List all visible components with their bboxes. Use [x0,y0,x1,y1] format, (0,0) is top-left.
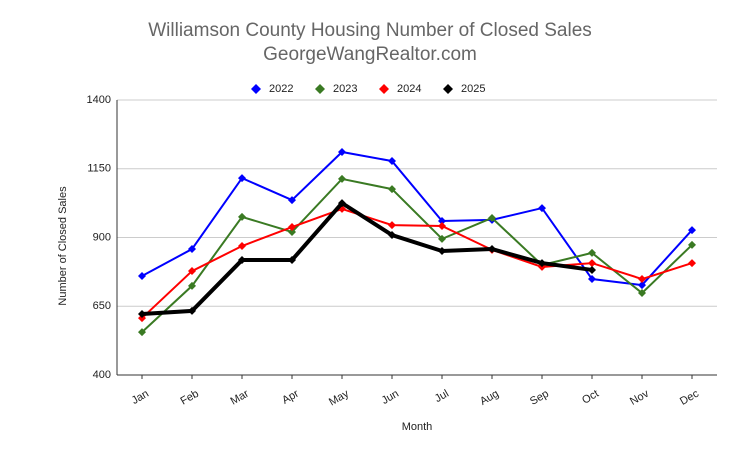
legend-marker [251,84,261,94]
point [388,185,396,194]
point [588,259,596,268]
series-line [141,207,693,319]
point [188,281,196,290]
point [338,147,346,156]
point [438,221,446,230]
y-tick-label: 1400 [87,94,111,106]
x-axis-label: Month [402,421,433,433]
point [338,174,346,183]
point [188,245,196,254]
series-line [141,150,693,287]
y-tick-label: 400 [93,369,111,381]
point [588,248,596,257]
legend-marker [315,84,325,94]
point [388,157,396,166]
point [188,306,196,315]
point [638,289,646,298]
series-line [141,200,593,316]
point [438,234,446,243]
point [388,231,396,240]
legend-label: 2023 [333,83,357,95]
chart-title: Williamson County Housing Number of Clos… [148,20,592,41]
point [638,281,646,290]
y-tick-label: 1150 [87,163,111,175]
point [538,259,546,268]
point [238,174,246,183]
point [488,245,496,254]
point [238,242,246,251]
point [388,221,396,230]
legend-label: 2024 [397,83,421,95]
point [688,240,696,249]
point [138,272,146,280]
series-line [141,177,693,333]
point [638,275,646,284]
chart-subtitle: GeorgeWangRealtor.com [263,44,477,65]
point [588,275,596,284]
point [288,256,296,265]
y-tick-label: 650 [93,300,111,312]
legend-label: 2022 [269,83,293,95]
point [488,213,496,222]
point [138,328,146,337]
point [288,228,296,236]
point [138,314,146,323]
point [438,217,446,225]
point [438,246,446,255]
legend-marker [379,84,389,94]
point [288,196,296,205]
point [138,309,146,318]
point [188,267,196,276]
point [238,212,246,221]
point [238,256,246,265]
y-tick-label: 900 [93,231,111,243]
legend-label: 2025 [461,83,485,95]
y-axis-label: Number of Closed Sales [57,186,69,306]
point [338,199,346,208]
point [688,259,696,268]
point [288,223,296,232]
point [688,226,696,235]
point [538,204,546,213]
legend-marker [443,84,453,94]
point [588,265,596,274]
